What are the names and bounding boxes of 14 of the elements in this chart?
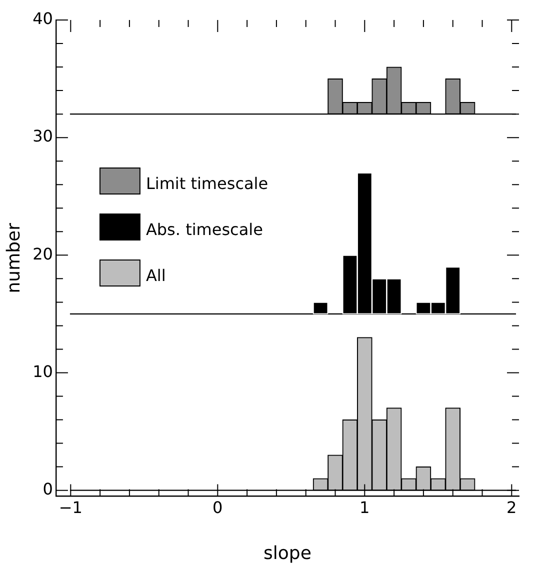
x-tick-label: 2 <box>506 498 517 517</box>
y-tick-label: 10 <box>32 362 53 381</box>
x-tick-label: −1 <box>58 498 82 517</box>
x-axis-title: slope <box>264 542 312 564</box>
x-tick-label: 0 <box>212 498 223 517</box>
y-tick-label: 20 <box>32 244 53 264</box>
x-tick-label: 1 <box>360 498 370 517</box>
y-tick-label: 0 <box>42 479 53 498</box>
legend-label: Limit timescale <box>146 174 268 194</box>
y-axis-title: number <box>3 222 24 294</box>
y-tick-label: 30 <box>32 126 53 146</box>
legend-label: Abs. timescale <box>146 220 263 240</box>
y-tick-label: 40 <box>32 9 53 28</box>
legend-label: All <box>146 266 166 286</box>
